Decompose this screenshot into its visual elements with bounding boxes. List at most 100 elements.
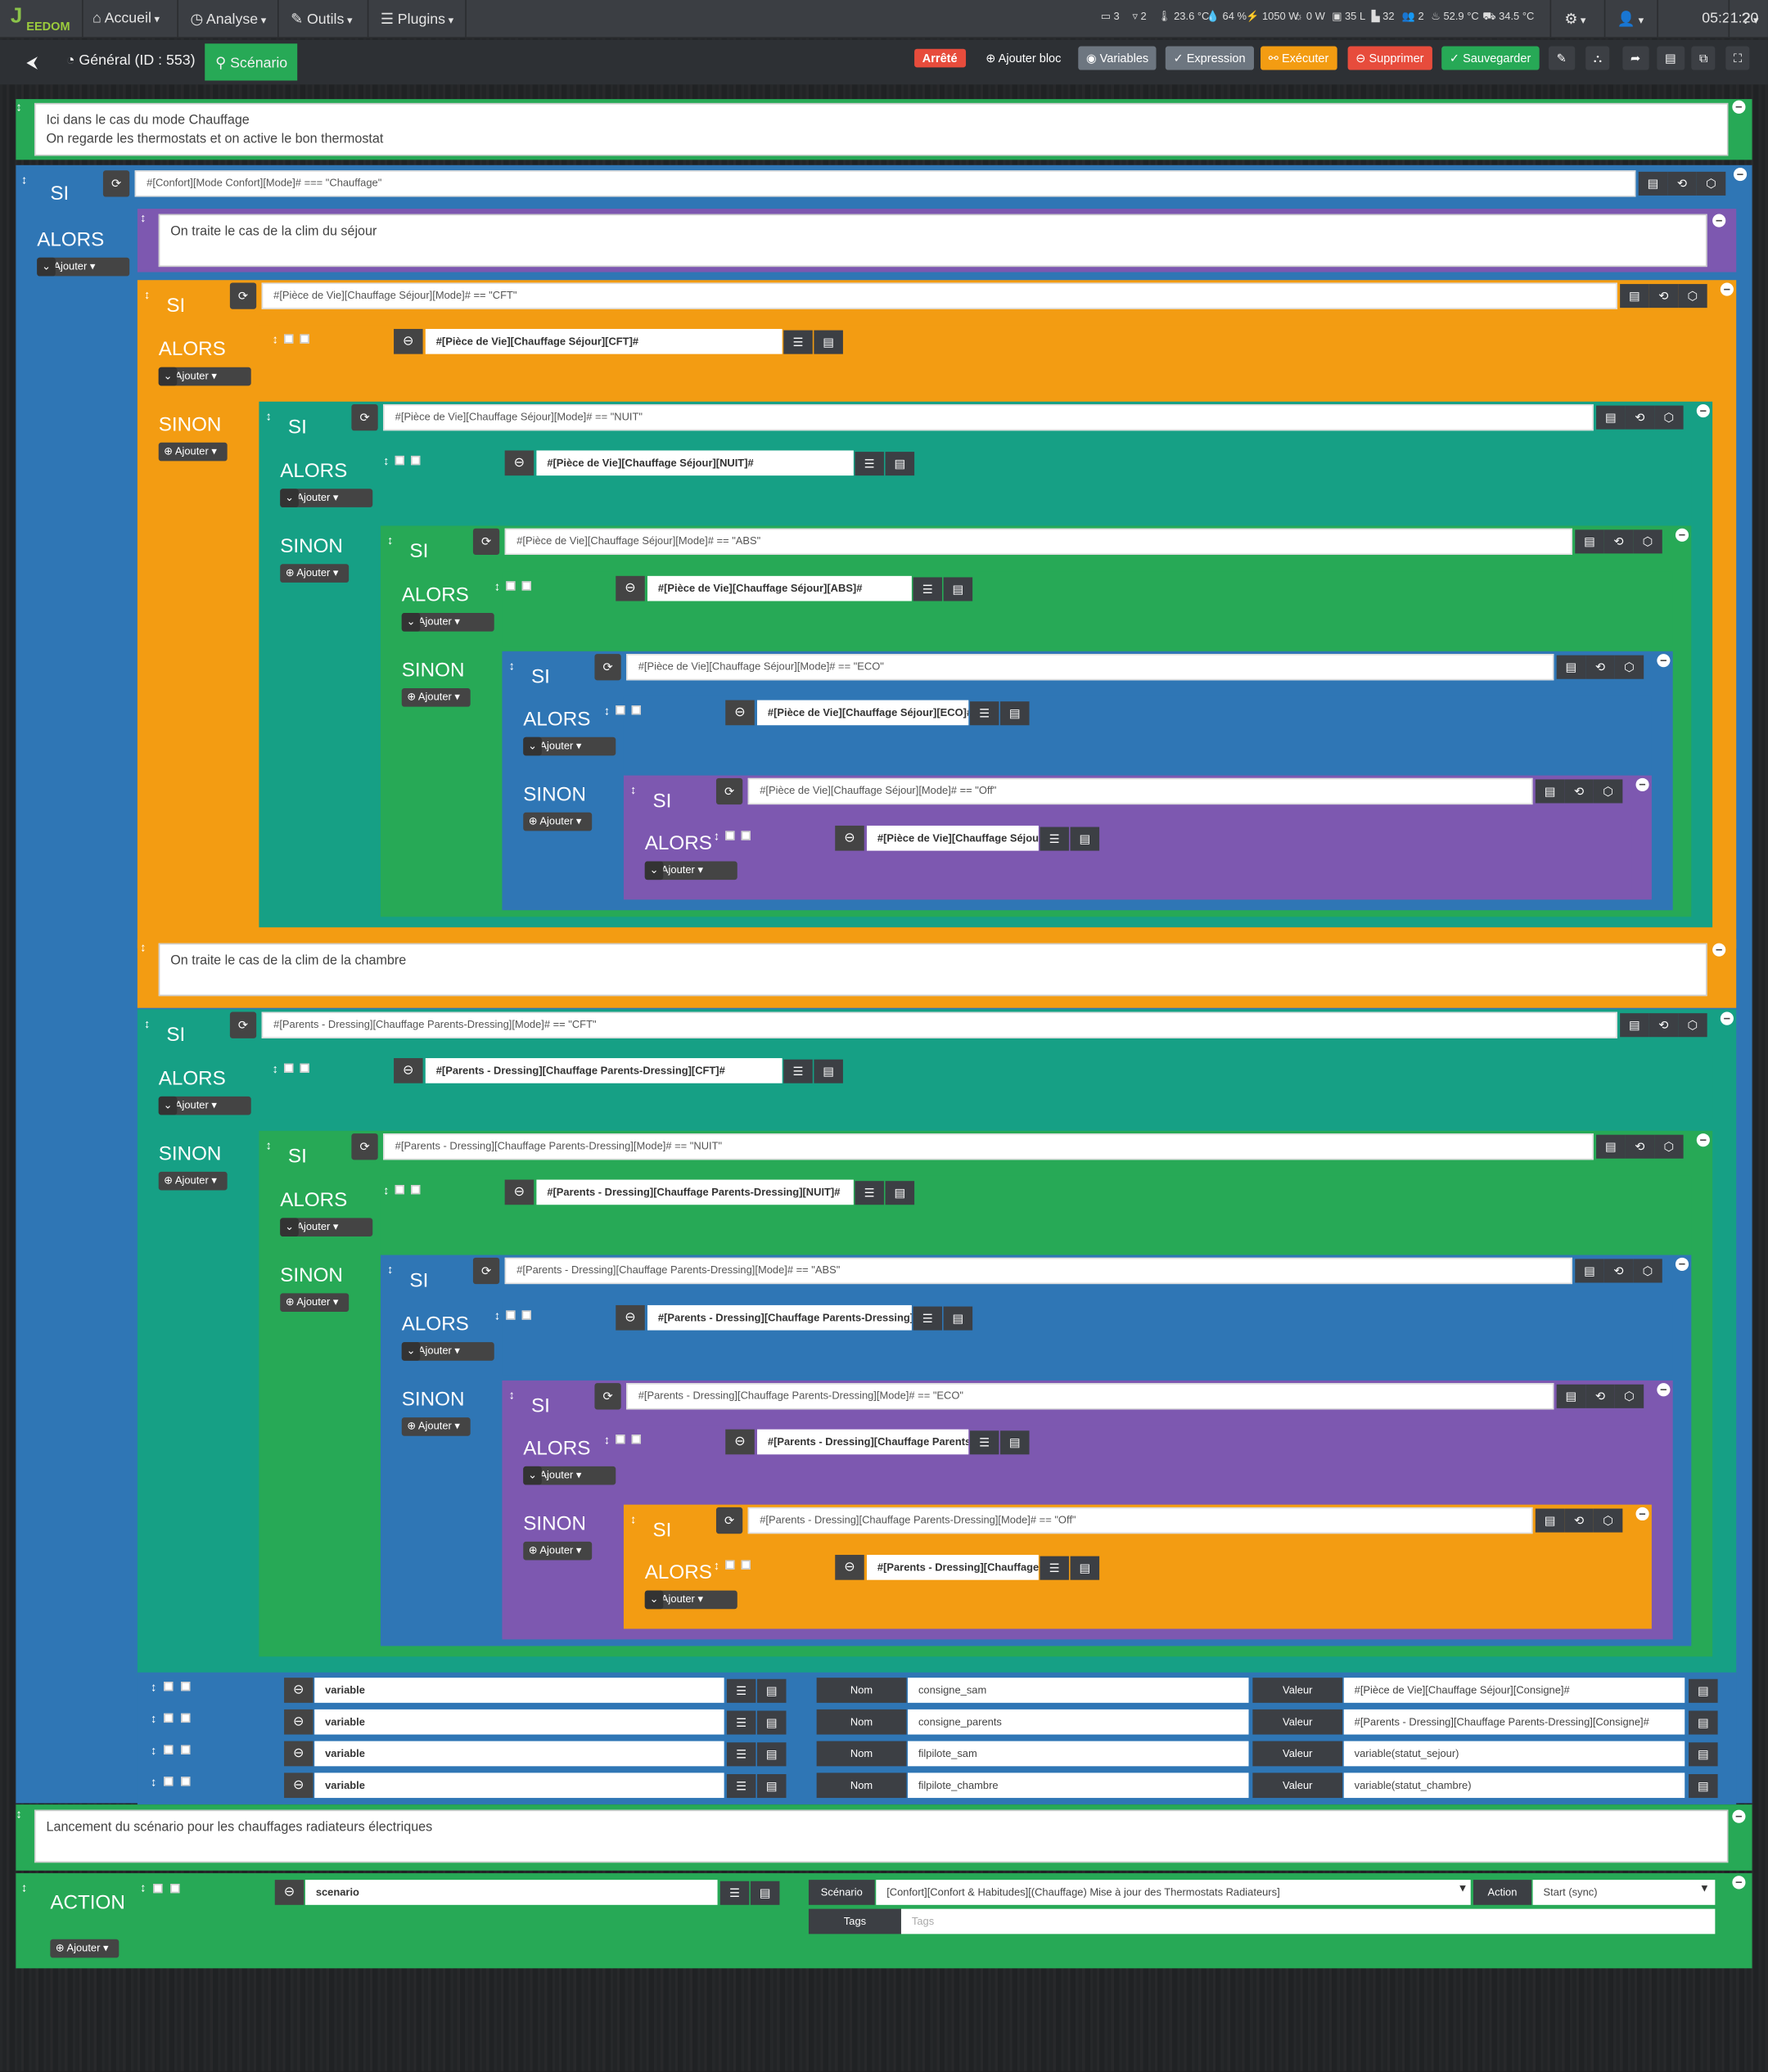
- parents-l2-condition-history-icon[interactable]: ⟲: [1625, 1134, 1655, 1159]
- sejour-l3-action-remove-icon[interactable]: ⊖: [616, 575, 645, 601]
- sejour-l3-condition-refresh-icon[interactable]: ⟳: [472, 528, 500, 556]
- variable-row-1-select-icon-2[interactable]: ▤: [1689, 1678, 1718, 1703]
- parents-l1-condition-refresh-icon[interactable]: ⟳: [229, 1011, 257, 1038]
- variable-row-3-options-icon[interactable]: ☰: [726, 1742, 756, 1767]
- sejour-l1-alors-add[interactable]: ⊕ Ajouter ▾: [158, 367, 251, 386]
- parents-l1-remove-block[interactable]: −: [1720, 1011, 1734, 1025]
- sejour-l2-action-drag-icon[interactable]: ↕: [383, 454, 390, 468]
- comment-4[interactable]: Lancement du scénario pour les chauffage…: [34, 1809, 1729, 1863]
- parents-l3-action-drag-icon[interactable]: ↕: [494, 1309, 501, 1322]
- action-remove-block[interactable]: −: [1732, 1876, 1746, 1890]
- parents-l4-action[interactable]: #[Parents - Dressing][Chauffage Parents-…: [756, 1429, 969, 1455]
- final-drag-icon[interactable]: ↕: [140, 1881, 147, 1894]
- comment-3-remove[interactable]: −: [1712, 943, 1726, 957]
- parents-l2-condition[interactable]: #[Parents - Dressing][Chauffage Parents-…: [383, 1133, 1594, 1160]
- sejour-l5-drag-icon[interactable]: ↕: [630, 783, 637, 797]
- parents-l2-action-drag-icon[interactable]: ↕: [383, 1183, 390, 1197]
- sejour-l5-action-enable-checkbox[interactable]: [725, 831, 735, 840]
- variable-row-3-drag-icon[interactable]: ↕: [151, 1743, 157, 1758]
- parents-l1-condition-history-icon[interactable]: ⟲: [1648, 1013, 1679, 1038]
- parents-l5-action-enable-checkbox[interactable]: [725, 1560, 735, 1570]
- parents-l1-condition[interactable]: #[Parents - Dressing][Chauffage Parents-…: [261, 1011, 1617, 1038]
- sejour-l4-sinon-add[interactable]: ⊕ Ajouter ▾: [523, 812, 593, 831]
- parents-l2-condition-cube-icon[interactable]: ⬡: [1654, 1134, 1684, 1159]
- sejour-l5-condition-list-icon[interactable]: ▤: [1535, 779, 1565, 804]
- parents-l1-action-remove-icon[interactable]: ⊖: [394, 1058, 423, 1083]
- parents-l4-action-options-icon[interactable]: ☰: [969, 1430, 999, 1455]
- variable-row-1-options-icon[interactable]: ☰: [726, 1678, 756, 1703]
- parents-l5-condition-history-icon[interactable]: ⟲: [1564, 1508, 1594, 1533]
- sejour-l1-action-select-icon[interactable]: ▤: [814, 330, 843, 354]
- comment-1-remove[interactable]: −: [1732, 100, 1746, 114]
- delete-button[interactable]: ⊖ Supprimer: [1347, 46, 1432, 70]
- final-remove-icon[interactable]: ⊖: [274, 1880, 304, 1905]
- menu-accueil[interactable]: ⌂ Accueil: [92, 11, 160, 26]
- variable-row-2-remove-icon[interactable]: ⊖: [284, 1709, 313, 1735]
- sejour-l4-condition-refresh-icon[interactable]: ⟳: [594, 654, 621, 681]
- parents-l2-drag-icon[interactable]: ↕: [265, 1138, 272, 1152]
- sejour-l3-remove-block[interactable]: −: [1675, 528, 1689, 542]
- action-drag-icon[interactable]: ↕: [20, 1881, 28, 1894]
- variable-row-1-command[interactable]: variable: [314, 1678, 724, 1703]
- execute-button[interactable]: ⚯ Exécuter: [1261, 46, 1337, 70]
- sejour-l4-action-enable-checkbox[interactable]: [616, 705, 625, 715]
- parents-l5-drag-icon[interactable]: ↕: [630, 1512, 637, 1526]
- sejour-l3-condition-cube-icon[interactable]: ⬡: [1633, 529, 1662, 554]
- variable-row-1-select-icon[interactable]: ▤: [756, 1678, 787, 1703]
- master-drag-icon[interactable]: ↕: [20, 173, 28, 187]
- variable-row-4-options-icon[interactable]: ☰: [726, 1774, 756, 1799]
- master-condition-history-icon[interactable]: ⟲: [1667, 171, 1697, 196]
- sejour-l5-condition[interactable]: #[Pièce de Vie][Chauffage Séjour][Mode]#…: [747, 777, 1533, 805]
- parents-l4-condition-list-icon[interactable]: ▤: [1556, 1384, 1586, 1408]
- sejour-l2-action-remove-icon[interactable]: ⊖: [504, 450, 534, 476]
- sejour-l4-action-parallel-checkbox[interactable]: [631, 705, 641, 715]
- parents-l1-action-drag-icon[interactable]: ↕: [272, 1061, 278, 1076]
- edit-icon[interactable]: ✎: [1548, 46, 1575, 70]
- sejour-l3-action-drag-icon[interactable]: ↕: [494, 579, 501, 593]
- sejour-l1-remove-block[interactable]: −: [1720, 282, 1734, 296]
- variable-row-1-valeur-input[interactable]: #[Pièce de Vie][Chauffage Séjour][Consig…: [1343, 1678, 1685, 1703]
- sejour-l5-action-options-icon[interactable]: ☰: [1040, 827, 1069, 851]
- variable-row-1-remove-icon[interactable]: ⊖: [284, 1678, 313, 1703]
- sejour-l4-remove-block[interactable]: −: [1657, 654, 1671, 668]
- sejour-l3-sinon-add[interactable]: ⊕ Ajouter ▾: [401, 688, 471, 707]
- copy-icon[interactable]: ⧉: [1691, 46, 1716, 70]
- parents-l3-alors-add-chevron-icon[interactable]: ⌄: [401, 1342, 421, 1361]
- sejour-l4-action-remove-icon[interactable]: ⊖: [725, 700, 755, 726]
- sejour-l2-alors-add-chevron-icon[interactable]: ⌄: [280, 489, 299, 507]
- variable-row-1-parallel-checkbox[interactable]: [181, 1682, 191, 1691]
- parents-l5-condition-list-icon[interactable]: ▤: [1535, 1508, 1565, 1533]
- add-block-button[interactable]: ⊕ Ajouter bloc: [985, 51, 1062, 65]
- parents-l5-action-options-icon[interactable]: ☰: [1040, 1556, 1069, 1580]
- variable-row-2-parallel-checkbox[interactable]: [181, 1713, 191, 1723]
- sejour-l5-action-drag-icon[interactable]: ↕: [713, 829, 719, 843]
- parents-l2-action-remove-icon[interactable]: ⊖: [504, 1179, 534, 1205]
- variable-row-1-drag-icon[interactable]: ↕: [151, 1680, 157, 1694]
- sejour-l5-condition-cube-icon[interactable]: ⬡: [1593, 779, 1623, 804]
- general-tab[interactable]: ◔ Général (ID : 553): [65, 52, 196, 69]
- sejour-l3-condition-history-icon[interactable]: ⟲: [1603, 529, 1634, 554]
- parents-l5-action-drag-icon[interactable]: ↕: [713, 1558, 719, 1573]
- sejour-l1-action-options-icon[interactable]: ☰: [783, 330, 813, 354]
- comment-3-drag-icon[interactable]: ↕: [140, 940, 147, 954]
- parents-l5-alors-add[interactable]: ⊕ Ajouter ▾: [644, 1590, 737, 1610]
- parents-l4-sinon-add[interactable]: ⊕ Ajouter ▾: [523, 1541, 593, 1561]
- sejour-l1-action[interactable]: #[Pièce de Vie][Chauffage Séjour][CFT]#: [425, 328, 783, 354]
- sejour-l1-action-enable-checkbox[interactable]: [284, 334, 294, 344]
- action-add[interactable]: ⊕ Ajouter ▾: [50, 1939, 120, 1958]
- sejour-l5-action-parallel-checkbox[interactable]: [741, 831, 751, 840]
- parents-l3-action[interactable]: #[Parents - Dressing][Chauffage Parents-…: [647, 1304, 912, 1331]
- parents-l3-action-enable-checkbox[interactable]: [506, 1310, 516, 1320]
- parents-l3-action-parallel-checkbox[interactable]: [521, 1310, 531, 1320]
- sejour-l2-action[interactable]: #[Pièce de Vie][Chauffage Séjour][NUIT]#: [536, 450, 854, 476]
- parents-l5-condition[interactable]: #[Parents - Dressing][Chauffage Parents-…: [747, 1507, 1533, 1534]
- parents-l2-action-enable-checkbox[interactable]: [395, 1185, 404, 1195]
- parents-l2-condition-list-icon[interactable]: ▤: [1596, 1134, 1626, 1159]
- variable-row-3-parallel-checkbox[interactable]: [181, 1745, 191, 1754]
- sejour-l4-condition-list-icon[interactable]: ▤: [1556, 655, 1586, 679]
- parents-l1-action[interactable]: #[Parents - Dressing][Chauffage Parents-…: [425, 1058, 783, 1083]
- parents-l1-drag-icon[interactable]: ↕: [143, 1017, 151, 1031]
- variable-row-2-nom-input[interactable]: consigne_parents: [908, 1709, 1249, 1735]
- sejour-l3-action-select-icon[interactable]: ▤: [943, 577, 973, 601]
- save-button[interactable]: ✓ Sauvegarder: [1441, 46, 1540, 70]
